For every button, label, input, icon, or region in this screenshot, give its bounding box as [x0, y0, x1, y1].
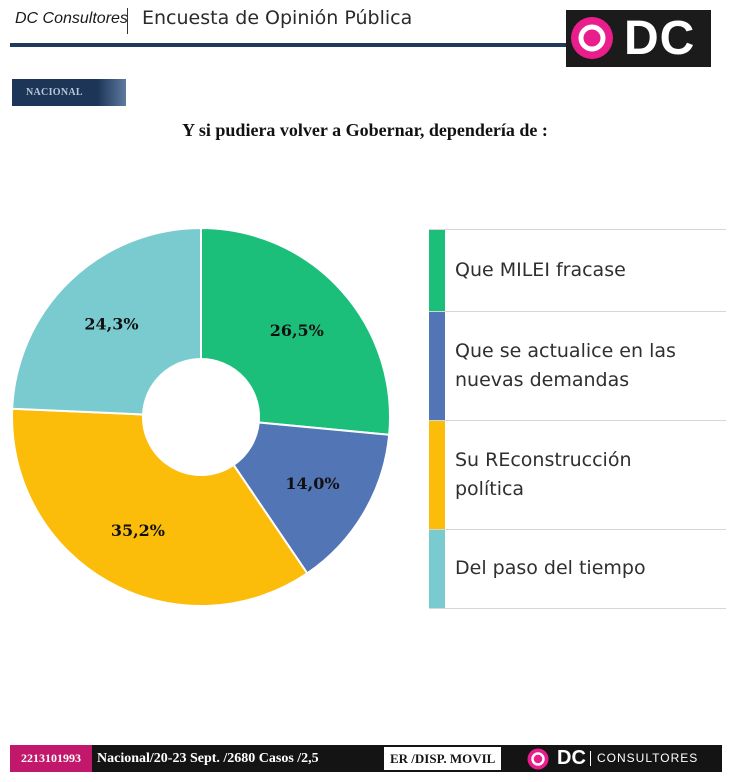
- header-divider: [127, 8, 128, 34]
- legend-swatch: [429, 230, 445, 311]
- chart-title: Y si pudiera volver a Gobernar, depender…: [182, 120, 548, 140]
- donut-chart-svg: 26,5% 14,0% 35,2% 24,3%: [11, 226, 391, 607]
- footer-phone: 2213101993: [10, 745, 92, 772]
- slice-value-label: 24,3%: [84, 314, 138, 333]
- donut-chart: 26,5% 14,0% 35,2% 24,3%: [0, 200, 420, 620]
- logo-ring-icon: [571, 17, 613, 59]
- slice-value-label: 14,0%: [285, 474, 339, 493]
- brand-name: DC Consultores: [15, 10, 128, 27]
- legend-item: Del paso del tiempo: [429, 529, 726, 609]
- donut-slice: [232, 421, 391, 575]
- header-rule: [10, 43, 566, 47]
- footer-info: Nacional/20-23 Sept. /2680 Casos /2,5: [97, 751, 319, 766]
- legend-label: Que se actualice en las nuevas demandas: [455, 340, 676, 391]
- legend-item: Que MILEI fracase: [429, 229, 726, 311]
- footer-logo-dc: DC: [557, 747, 586, 769]
- footer-bar: 2213101993 Nacional/20-23 Sept. /2680 Ca…: [10, 745, 722, 772]
- legend-label: Que MILEI fracase: [455, 259, 626, 281]
- legend-label: Su REconstrucción política: [455, 449, 632, 500]
- slice-value-label: 26,5%: [270, 321, 324, 340]
- legend-item: Su REconstrucción política: [429, 420, 726, 529]
- odc-logo: DC: [566, 10, 711, 67]
- header: DC Consultores Encuesta de Opinión Públi…: [0, 0, 730, 72]
- legend-swatch: [429, 530, 445, 608]
- section-tag: NACIONAL: [12, 79, 126, 106]
- legend-swatch: [429, 421, 445, 529]
- logo-text: DC: [624, 12, 696, 65]
- slice-value-label: 35,2%: [111, 521, 165, 540]
- footer-logo-text: CONSULTORES: [597, 751, 699, 765]
- donut-slice: [11, 407, 309, 607]
- legend-label: Del paso del tiempo: [455, 557, 646, 579]
- donut-slice: [11, 226, 202, 416]
- legend-item: Que se actualice en las nuevas demandas: [429, 311, 726, 420]
- legend: Que MILEI fracase Que se actualice en la…: [429, 229, 726, 609]
- donut-slice: [200, 226, 391, 436]
- footer-logo-divider: [590, 751, 591, 766]
- footer-logo-ring-icon: [527, 748, 549, 770]
- footer-info-tag: ER /DISP. MOVIL: [384, 747, 502, 770]
- page-title: Encuesta de Opinión Pública: [142, 7, 413, 29]
- legend-swatch: [429, 312, 445, 420]
